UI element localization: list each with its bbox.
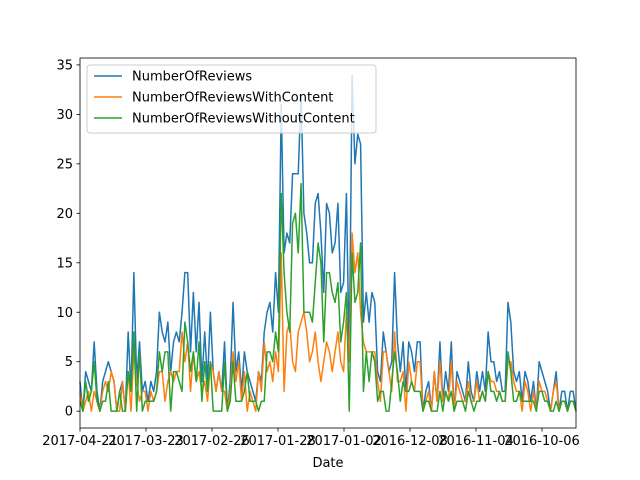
x-tick-label: 2017-01-02 bbox=[306, 434, 382, 449]
legend-label-2: NumberOfReviewsWithContent bbox=[132, 91, 333, 106]
y-tick-label: 30 bbox=[56, 108, 73, 123]
y-tick-label: 10 bbox=[56, 306, 73, 321]
legend-label-1: NumberOfReviews bbox=[132, 70, 252, 85]
plot-frame bbox=[79, 57, 577, 429]
series-line-1 bbox=[79, 74, 577, 412]
x-tick-label: 2017-04-21 bbox=[42, 434, 118, 449]
y-tick-label: 5 bbox=[65, 355, 73, 370]
y-tick-label: 15 bbox=[56, 256, 73, 271]
legend: NumberOfReviews NumberOfReviewsWithConten… bbox=[86, 64, 377, 134]
series-layer bbox=[79, 74, 577, 412]
y-tick-label: 20 bbox=[56, 207, 73, 222]
x-tick-label: 2017-03-23 bbox=[108, 434, 184, 449]
series-line-3 bbox=[79, 182, 577, 412]
y-tick-label: 25 bbox=[56, 157, 73, 172]
y-tick-label: 35 bbox=[56, 58, 73, 73]
x-tick-label: 2017-01-28 bbox=[240, 434, 316, 449]
axes-layer: 051015202530352017-04-212017-03-232017-0… bbox=[42, 57, 580, 449]
series-line-2 bbox=[79, 232, 577, 412]
x-tick-label: 2016-10-06 bbox=[504, 434, 580, 449]
legend-box bbox=[86, 64, 377, 134]
x-tick-label: 2016-11-04 bbox=[438, 434, 514, 449]
x-tick-label: 2016-12-08 bbox=[372, 434, 448, 449]
y-tick-label: 0 bbox=[65, 405, 73, 420]
legend-label-3: NumberOfReviewsWithoutContent bbox=[132, 112, 355, 127]
x-tick-label: 2017-02-26 bbox=[174, 434, 250, 449]
x-axis-label: Date bbox=[312, 456, 343, 471]
